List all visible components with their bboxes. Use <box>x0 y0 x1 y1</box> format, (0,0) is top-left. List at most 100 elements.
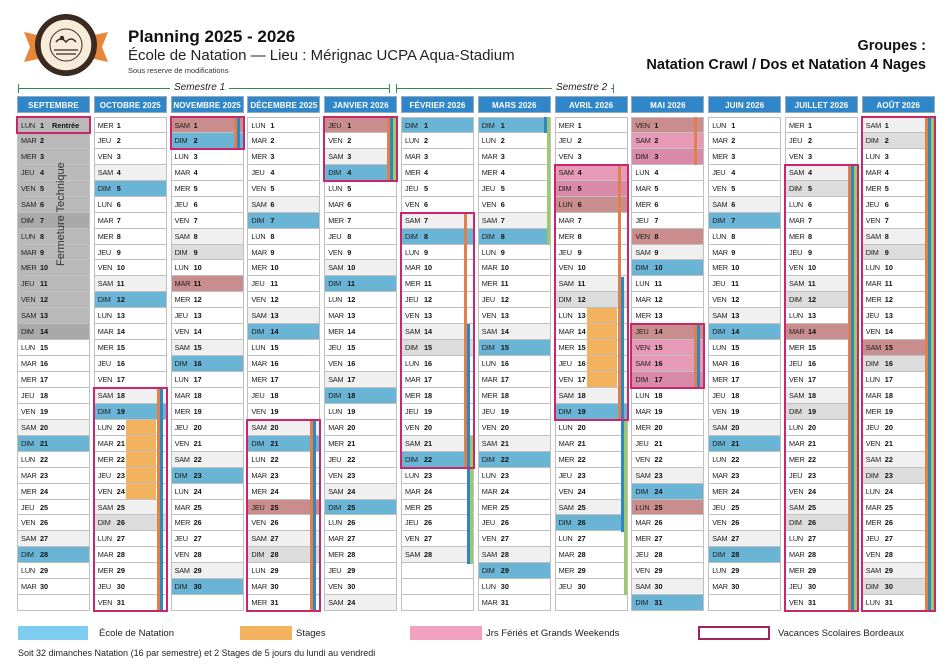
day-cell: JEU 15 <box>324 340 398 357</box>
day-number: 18 <box>577 390 586 400</box>
day-cell: JEU 25 <box>708 499 782 516</box>
day-cell: JEU 11 <box>17 276 90 293</box>
month-column: DÉCEMBRE 2025 LUN 1 MAR 2 MER 3 JEU 4 VEN 5 SAM 6 DIM… <box>246 96 322 613</box>
day-number: 31 <box>270 598 279 608</box>
day-number: 9 <box>116 247 121 257</box>
day-cell: SAM 11 <box>93 276 167 293</box>
day-name: MAR <box>481 598 498 608</box>
day-number: 24 <box>40 486 49 496</box>
day-name: SAM <box>712 534 728 544</box>
day-number: 20 <box>808 422 817 432</box>
day-number: 29 <box>347 566 356 576</box>
day-name: MAR <box>21 470 37 480</box>
day-name: VEN <box>405 534 420 544</box>
day-name: LUN <box>328 406 343 416</box>
day-number: 26 <box>116 518 125 528</box>
day-name: VEN <box>251 518 266 528</box>
day-name: MAR <box>865 167 882 177</box>
day-cell: MER 17 <box>247 372 321 388</box>
day-name: MER <box>789 121 805 130</box>
day-name: DIM <box>712 327 725 337</box>
day-cell: DIM 14 <box>247 324 321 341</box>
day-cell: MER 29 <box>554 563 628 580</box>
day-name: DIM <box>558 295 572 305</box>
day-number: 29 <box>500 566 509 576</box>
day-name: MAR <box>481 151 498 161</box>
day-name: SAM <box>251 311 267 321</box>
day-name: VEN <box>558 486 574 496</box>
day-cell: JEU 21 <box>631 435 705 452</box>
day-name: VEN <box>712 518 727 528</box>
day-number: 1 <box>577 121 582 130</box>
day-cell: DIM 22 <box>477 451 551 468</box>
day-number: 16 <box>270 359 279 369</box>
day-cell: VEN 5 <box>17 180 90 197</box>
day-cell: MER 10 <box>17 260 90 277</box>
day-name: MAR <box>174 502 191 512</box>
day-name: JEU <box>481 518 495 528</box>
day-number: 17 <box>270 375 279 384</box>
day-number: 29 <box>577 566 586 576</box>
day-number: 2 <box>577 135 582 145</box>
day-number: 30 <box>270 582 279 592</box>
logo <box>22 12 110 78</box>
day-number: 20 <box>116 422 125 432</box>
day-name: JEU <box>635 438 649 448</box>
day-cell: LUN 8 <box>247 228 321 245</box>
day-number: 9 <box>500 247 505 257</box>
day-name: MER <box>481 279 498 289</box>
day-cell: MER 10 <box>708 260 782 277</box>
day-number: 14 <box>193 327 202 337</box>
day-number: 21 <box>808 438 817 448</box>
day-cell: VEN 28 <box>170 547 244 564</box>
day-cell: SAM 27 <box>17 531 90 548</box>
group-stripe-blue <box>313 420 317 612</box>
day-name: LUN <box>635 390 650 400</box>
day-cell: DIM 30 <box>170 579 244 596</box>
legend-label-ecole: École de Natation <box>99 628 174 639</box>
day-name: DIM <box>865 247 879 257</box>
footer-summary: Soit 32 dimanches Natation (16 par semes… <box>18 648 376 658</box>
day-cell: LUN 13 <box>554 308 628 325</box>
day-cell: DIM 5 <box>93 180 167 197</box>
day-name: MAR <box>328 199 344 209</box>
day-number: 12 <box>577 295 586 305</box>
day-name: JEU <box>328 454 342 464</box>
day-cell: JEU 18 <box>247 387 321 404</box>
day-name: JEU <box>789 470 803 480</box>
day-name: VEN <box>97 486 113 496</box>
day-note: Rentrée <box>52 121 80 130</box>
day-number: 26 <box>500 518 509 528</box>
day-name: VEN <box>481 311 497 321</box>
day-cell: VEN 3 <box>93 148 167 165</box>
day-number: 15 <box>731 343 740 353</box>
day-cell: SAM 24 <box>324 595 398 612</box>
day-name: LUN <box>481 359 496 369</box>
day-name: JEU <box>174 422 188 432</box>
day-number: 13 <box>731 311 740 321</box>
day-name: MER <box>558 566 575 576</box>
day-cell: MAR 13 <box>324 308 398 325</box>
day-number: 8 <box>424 231 429 241</box>
day-number: 1 <box>347 121 352 130</box>
day-cell: LUN 25 <box>631 499 705 516</box>
day-name: JEU <box>635 215 649 225</box>
day-number: 17 <box>731 375 740 384</box>
day-name: DIM <box>405 343 418 353</box>
day-name: MAR <box>97 550 114 560</box>
legend-label-stages: Stages <box>296 628 326 639</box>
day-name: VEN <box>635 343 650 353</box>
day-number: 22 <box>808 454 817 464</box>
day-name: SAM <box>405 327 421 337</box>
day-cell: DIM 1 <box>477 117 551 133</box>
day-cell: MAR 9 <box>708 244 782 261</box>
day-number: 9 <box>577 247 582 257</box>
stage-fill <box>586 356 617 371</box>
day-number: 28 <box>500 550 509 560</box>
day-cell: MAR 4 <box>170 164 244 181</box>
day-name: DIM <box>635 598 649 608</box>
day-number: 3 <box>500 151 505 161</box>
day-name: VEN <box>328 582 343 592</box>
day-number: 1 <box>424 121 429 130</box>
day-name: JEU <box>174 534 188 544</box>
